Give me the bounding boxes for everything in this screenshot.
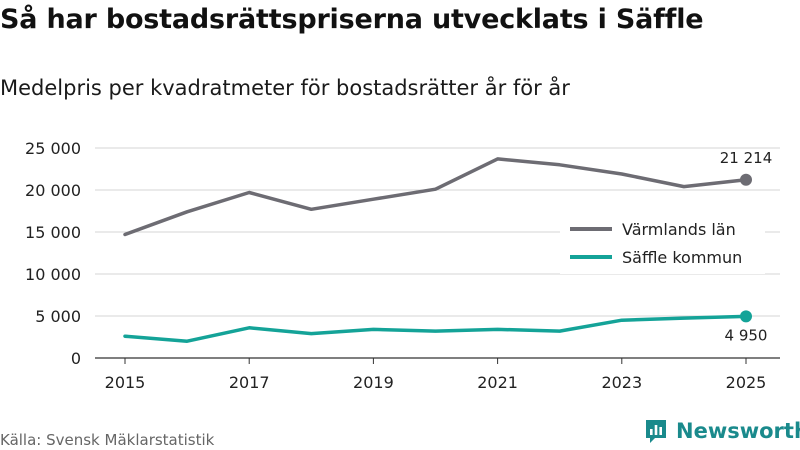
- x-tick-label: 2023: [601, 373, 642, 392]
- x-tick-label: 2021: [477, 373, 518, 392]
- x-tick-label: 2017: [229, 373, 270, 392]
- y-tick-label: 20 000: [25, 181, 81, 200]
- x-tick-label: 2015: [105, 373, 146, 392]
- series-line-saffle-kommun: [123, 314, 748, 343]
- end-value-label: 21 214: [720, 149, 773, 167]
- bar-chart-logo-icon: [646, 420, 666, 443]
- x-tick-label: 2019: [353, 373, 394, 392]
- chart-subtitle: Medelpris per kvadratmeter för bostadsrä…: [0, 76, 570, 100]
- x-tick-label: 2025: [726, 373, 767, 392]
- brand-name: Newsworthy: [676, 419, 800, 443]
- y-tick-label: 25 000: [25, 139, 81, 158]
- y-tick-label: 15 000: [25, 223, 81, 242]
- series-line-varmlands-lan: [123, 157, 748, 237]
- y-tick-label: 10 000: [25, 265, 81, 284]
- chart-title: Så har bostadsrättspriserna utvecklats i…: [0, 4, 704, 35]
- brand-logo[interactable]: Newsworthy: [644, 418, 800, 444]
- y-tick-label: 5 000: [35, 307, 81, 326]
- series-end-point: [740, 310, 752, 323]
- legend-label: Värmlands län: [622, 220, 736, 239]
- legend-background: [560, 210, 765, 274]
- series-end-point: [740, 173, 752, 186]
- end-value-label: 4 950: [725, 326, 768, 344]
- y-tick-label: 0: [71, 349, 81, 368]
- source-note: Källa: Svensk Mäklarstatistik: [0, 431, 215, 449]
- legend-label: Säffle kommun: [622, 248, 742, 267]
